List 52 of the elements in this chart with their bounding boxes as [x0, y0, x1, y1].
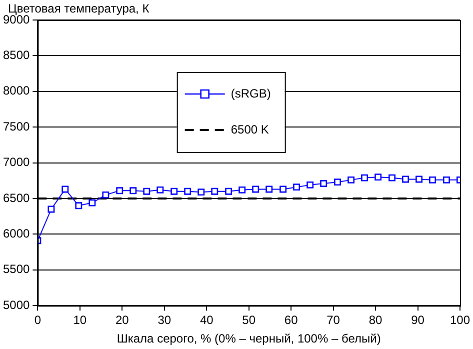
x-tick-label: 90	[411, 313, 425, 328]
point	[252, 186, 260, 193]
point	[170, 188, 178, 195]
x-tick-label: 30	[158, 313, 172, 328]
y-tick-label: 8000	[2, 84, 30, 98]
y-tick-label: 5500	[2, 262, 30, 276]
y-tick-label: 6500	[2, 190, 30, 205]
x-tick-label: 80	[368, 313, 383, 328]
y-tick-label: 7000	[2, 155, 30, 170]
y-tick-label: 8500	[2, 48, 30, 62]
x-axis-title: Шкала серого, % (0% – черный, 100% – белый)	[116, 331, 381, 346]
point	[184, 188, 192, 195]
y-tick-label: 6000	[2, 226, 30, 241]
point	[88, 199, 96, 206]
x-tick-label: 0	[34, 313, 42, 328]
point	[374, 174, 382, 181]
point	[156, 186, 164, 194]
legend-label: (sRGB)	[230, 86, 271, 100]
point	[62, 186, 69, 193]
point	[48, 206, 55, 213]
y-tick-label: 5000	[2, 298, 30, 312]
point	[361, 174, 368, 182]
x-tick-label: 100	[450, 313, 470, 328]
point	[102, 191, 110, 198]
point	[293, 184, 300, 191]
point	[130, 187, 137, 194]
point	[306, 181, 314, 188]
point	[334, 178, 342, 186]
point	[280, 186, 287, 193]
point	[225, 188, 232, 195]
legend-label: 6500 K	[230, 122, 269, 136]
x-tick-label: 10	[73, 313, 87, 328]
point	[348, 176, 355, 184]
point	[211, 188, 218, 195]
x-tick-label: 50	[242, 313, 256, 328]
point	[402, 176, 409, 183]
x-tick-label: 70	[326, 313, 340, 328]
point	[198, 188, 205, 196]
x-tick-label: 20	[115, 313, 130, 328]
point	[416, 176, 423, 183]
y-tick-label: 7500	[2, 119, 30, 134]
x-tick-label: 40	[200, 313, 214, 328]
point	[443, 176, 450, 184]
point	[429, 176, 436, 184]
x-tick-label: 60	[284, 313, 298, 328]
point	[75, 202, 82, 210]
point	[143, 188, 150, 195]
point	[320, 180, 328, 187]
point	[116, 187, 124, 194]
point	[266, 186, 273, 193]
point	[238, 186, 246, 194]
point	[388, 174, 396, 182]
